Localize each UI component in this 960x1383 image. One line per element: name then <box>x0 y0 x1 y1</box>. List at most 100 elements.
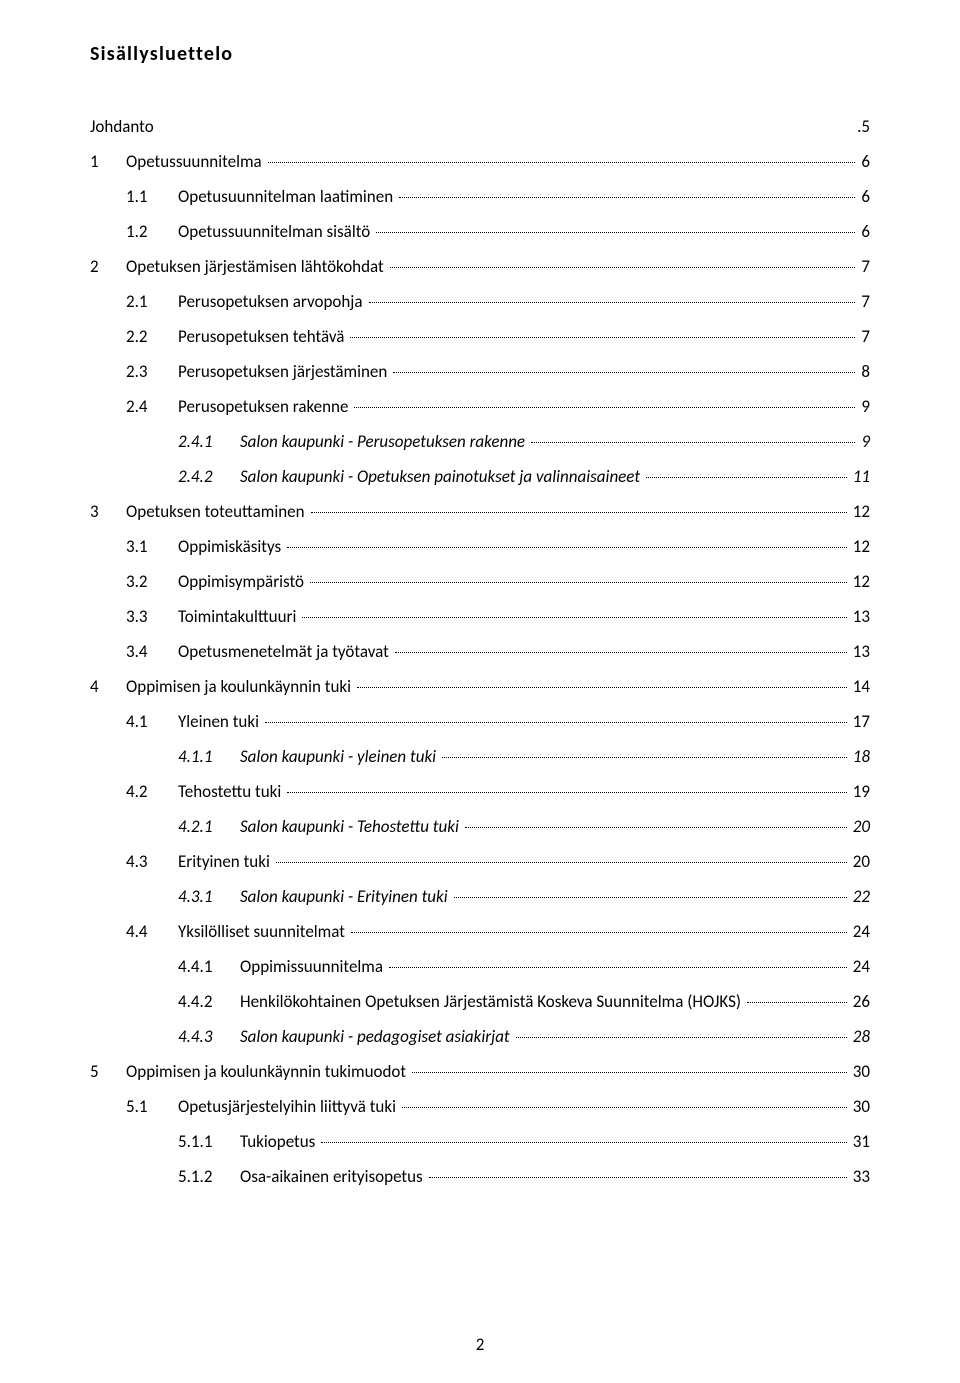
toc-entry: 5.1Opetusjärjestelyihin liittyvä tuki30 <box>90 1098 870 1115</box>
toc-entry-number: 4 <box>90 678 126 695</box>
toc-entry-page: 17 <box>849 713 870 730</box>
toc-leader <box>357 687 847 688</box>
toc-entry-number: 4.3 <box>126 853 178 870</box>
toc-entry-text: Perusopetuksen arvopohja <box>178 293 367 310</box>
toc-leader <box>310 582 847 583</box>
toc-entry-page: 7 <box>857 258 870 275</box>
toc-entry-text: Yksilölliset suunnitelmat <box>178 923 349 940</box>
toc-leader <box>354 407 855 408</box>
toc-entry-page: 30 <box>849 1063 870 1080</box>
toc-entry-number: 5.1.1 <box>178 1133 240 1150</box>
toc-entry-page: 31 <box>849 1133 870 1150</box>
toc-entry-text: Yleinen tuki <box>178 713 263 730</box>
toc-entry-page: .5 <box>853 118 870 135</box>
toc-entry-page: 22 <box>849 888 870 905</box>
toc-leader <box>646 477 847 478</box>
toc-entry: 2.2Perusopetuksen tehtävä7 <box>90 328 870 345</box>
toc-entry-number: 5.1.2 <box>178 1168 240 1185</box>
toc-leader <box>412 1072 847 1073</box>
toc-entry-text: Henkilökohtainen Opetuksen Järjestämistä… <box>240 993 745 1010</box>
toc-entry: 5.1.1Tukiopetus 31 <box>90 1133 870 1150</box>
toc-entry-number: 3.3 <box>126 608 178 625</box>
toc-entry-text: Opetusuunnitelman laatiminen <box>178 188 397 205</box>
toc-entry-number: 1 <box>90 153 126 170</box>
toc-entry-text: Opetussuunnitelman sisältö <box>178 223 374 240</box>
toc-entry-page: 7 <box>857 293 870 310</box>
document-page: Sisällysluettelo Johdanto.51Opetussuunni… <box>0 0 960 1383</box>
toc-leader <box>465 827 847 828</box>
toc-entry: 4.4Yksilölliset suunnitelmat24 <box>90 923 870 940</box>
toc-leader <box>395 652 847 653</box>
toc-leader <box>351 932 847 933</box>
toc-entry: 2.1Perusopetuksen arvopohja7 <box>90 293 870 310</box>
page-number: 2 <box>0 1334 960 1355</box>
toc-entry-page: 6 <box>857 223 870 240</box>
toc-leader <box>442 757 847 758</box>
toc-entry: 3.2Oppimisympäristö12 <box>90 573 870 590</box>
toc-entry: 2.4.1Salon kaupunki - Perusopetuksen rak… <box>90 433 870 450</box>
toc-leader <box>311 512 847 513</box>
toc-entry-text: Salon kaupunki - pedagogiset asiakirjat <box>240 1028 514 1045</box>
toc-entry-text: Oppimisen ja koulunkäynnin tukimuodot <box>126 1063 410 1080</box>
toc-entry-number: 3.4 <box>126 643 178 660</box>
toc-entry-page: 33 <box>849 1168 870 1185</box>
toc-leader <box>516 1037 847 1038</box>
toc-entry-number: 2 <box>90 258 126 275</box>
toc-entry-number: 5.1 <box>126 1098 178 1115</box>
toc-entry: 4.2.1Salon kaupunki - Tehostettu tuki20 <box>90 818 870 835</box>
toc-entry-text: Salon kaupunki - yleinen tuki <box>240 748 440 765</box>
toc-entry: 3.4Opetusmenetelmät ja työtavat13 <box>90 643 870 660</box>
toc-leader <box>399 197 855 198</box>
toc-entry-text: Erityinen tuki <box>178 853 274 870</box>
toc-leader <box>369 302 856 303</box>
page-title: Sisällysluettelo <box>90 42 870 66</box>
toc-entry: 4.4.1Oppimissuunnitelma24 <box>90 958 870 975</box>
toc-entry-page: 6 <box>857 153 870 170</box>
toc-entry-page: 12 <box>849 538 870 555</box>
toc-entry-number: 4.4.1 <box>178 958 240 975</box>
toc-entry: 4.4.2Henkilökohtainen Opetuksen Järjestä… <box>90 993 870 1010</box>
toc-entry-page: 19 <box>849 783 870 800</box>
toc-entry: 2.3Perusopetuksen järjestäminen8 <box>90 363 870 380</box>
toc-entry-number: 4.3.1 <box>178 888 240 905</box>
toc-entry-text: Salon kaupunki - Tehostettu tuki <box>240 818 463 835</box>
toc-leader <box>265 722 847 723</box>
toc-entry-page: 14 <box>849 678 870 695</box>
toc-entry-text: Tehostettu tuki <box>178 783 285 800</box>
toc-entry: 4.3Erityinen tuki20 <box>90 853 870 870</box>
toc-entry: 4.1.1Salon kaupunki - yleinen tuki18 <box>90 748 870 765</box>
table-of-contents: Johdanto.5 1Opetussuunnitelma 6 1.1Opetusuu… <box>90 118 870 1185</box>
toc-entry-number: 2.3 <box>126 363 178 380</box>
toc-entry-page: 6 <box>857 188 870 205</box>
toc-entry-number: 1.1 <box>126 188 178 205</box>
toc-entry-page: 13 <box>849 643 870 660</box>
toc-entry-number: 2.4 <box>126 398 178 415</box>
toc-entry: 3Opetuksen toteuttaminen12 <box>90 503 870 520</box>
toc-entry-text: Perusopetuksen järjestäminen <box>178 363 391 380</box>
toc-entry-text: Opetussuunnitelma <box>126 153 266 170</box>
toc-leader <box>287 792 846 793</box>
toc-entry-page: 11 <box>849 468 870 485</box>
toc-leader <box>454 897 847 898</box>
toc-entry-number: 4.4.2 <box>178 993 240 1010</box>
toc-leader <box>393 372 855 373</box>
toc-entry-text: Toimintakulttuuri <box>178 608 300 625</box>
toc-entry-number: 2.4.1 <box>178 433 240 450</box>
toc-entry-page: 24 <box>849 923 870 940</box>
toc-entry-text: Perusopetuksen tehtävä <box>178 328 348 345</box>
toc-entry: 4Oppimisen ja koulunkäynnin tuki14 <box>90 678 870 695</box>
toc-entry-page: 12 <box>849 573 870 590</box>
toc-entry: 4.1Yleinen tuki17 <box>90 713 870 730</box>
toc-entry-page: 26 <box>849 993 870 1010</box>
toc-entry-text: Oppimiskäsitys <box>178 538 285 555</box>
toc-leader <box>376 232 855 233</box>
toc-leader <box>402 1107 847 1108</box>
toc-entry-number: 2.2 <box>126 328 178 345</box>
toc-leader <box>390 267 856 268</box>
toc-leader <box>268 162 856 163</box>
toc-leader <box>747 1002 847 1003</box>
toc-entry-text: Tukiopetus <box>240 1133 319 1150</box>
toc-entry: 2.4Perusopetuksen rakenne9 <box>90 398 870 415</box>
toc-entry-page: 9 <box>857 433 870 450</box>
toc-entry: Johdanto.5 <box>90 118 870 135</box>
